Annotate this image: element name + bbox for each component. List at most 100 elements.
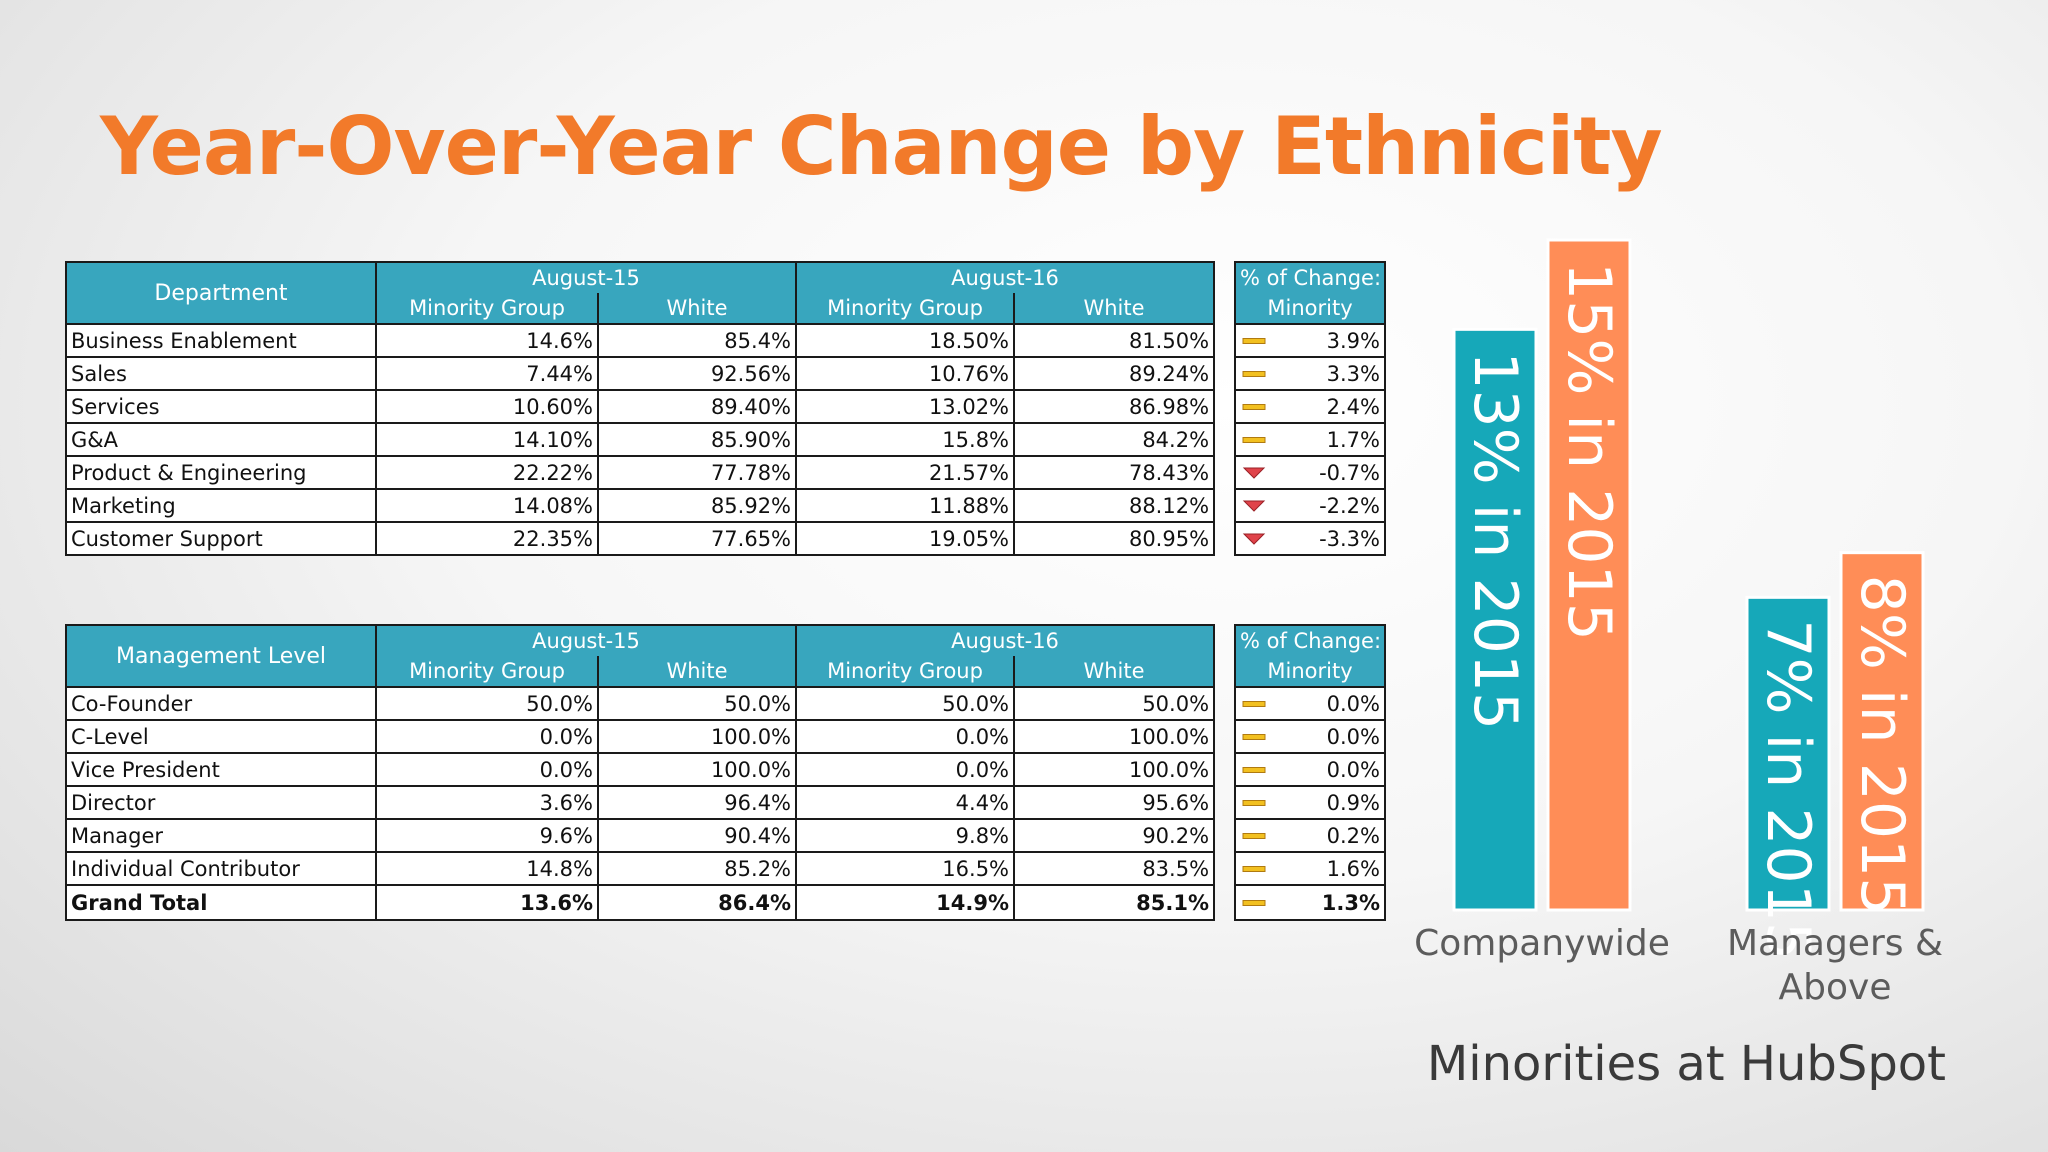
minority-group-header: Minority Group	[795, 656, 1016, 688]
percent-change-cell: 0.9%	[1234, 785, 1386, 820]
minorities-bar-chart: 13% in 2015 15% in 2015 Companywide 7% in 2…	[1414, 238, 1943, 1008]
percent-change-value: 0.0%	[1326, 691, 1380, 716]
percent-change-value: 0.0%	[1326, 757, 1380, 782]
department-table: Department August-15 August-16 Minority …	[65, 261, 1216, 556]
percent-change-value: -3.3%	[1319, 526, 1380, 551]
white-2016-cell: 88.12%	[1013, 488, 1216, 523]
minority-2016-cell: 50.0%	[795, 686, 1016, 721]
flat-dash-icon	[1242, 799, 1266, 806]
flat-dash-icon	[1242, 403, 1266, 410]
august-16-header: August-16	[795, 624, 1216, 656]
white-2016-cell: 90.2%	[1013, 818, 1216, 853]
percent-change-cell: 0.0%	[1234, 686, 1386, 721]
change-row: 2.4%	[1234, 389, 1386, 424]
bar-managers-orange	[1839, 551, 1925, 912]
percent-change-subheader: Minority	[1234, 293, 1386, 325]
change-row: 3.9%	[1234, 323, 1386, 358]
white-2016-cell: 86.98%	[1013, 389, 1216, 424]
percent-change-value: 1.6%	[1326, 856, 1380, 881]
flat-dash-icon	[1242, 700, 1266, 707]
white-2016-cell: 80.95%	[1013, 521, 1216, 556]
minority-2016-cell: 18.50%	[795, 323, 1016, 358]
white-2015-cell: 92.56%	[596, 356, 798, 391]
minority-2015-cell: 3.6%	[375, 785, 599, 820]
percent-change-cell: 1.7%	[1234, 422, 1386, 457]
bar-data-label: 7% in 2015	[1753, 619, 1823, 960]
minority-2016-cell: 19.05%	[795, 521, 1016, 556]
white-2016-cell: 83.5%	[1013, 851, 1216, 886]
management-table: Management Level August-15 August-16 Min…	[65, 624, 1216, 921]
minority-2015-cell: 10.60%	[375, 389, 599, 424]
white-2015-cell: 89.40%	[596, 389, 798, 424]
minority-2016-cell: 0.0%	[795, 752, 1016, 787]
change-row: 1.7%	[1234, 422, 1386, 457]
chart-title: Minorities at HubSpot	[1426, 1036, 1946, 1092]
white-2016-cell: 78.43%	[1013, 455, 1216, 490]
flat-dash-icon	[1242, 899, 1266, 906]
minority-group-header: Minority Group	[375, 293, 599, 325]
flat-dash-icon	[1242, 337, 1266, 344]
change-row: 0.0%	[1234, 752, 1386, 787]
table-row: Product & Engineering 22.22% 77.78% 21.57% 7…	[65, 455, 1216, 490]
flat-dash-icon	[1242, 370, 1266, 377]
percent-change-cell: 1.3%	[1234, 884, 1386, 921]
bar-managers-teal	[1745, 595, 1831, 912]
white-2016-cell: 95.6%	[1013, 785, 1216, 820]
minority-2015-cell: 22.35%	[375, 521, 599, 556]
minority-2015-cell: 14.8%	[375, 851, 599, 886]
page-title: Year-Over-Year Change by Ethnicity	[100, 100, 1663, 193]
percent-change-header: % of Change:	[1234, 624, 1386, 656]
white-2015-cell: 86.4%	[596, 884, 798, 921]
change-row: -0.7%	[1234, 455, 1386, 490]
minority-2016-cell: 16.5%	[795, 851, 1016, 886]
minority-2015-cell: 13.6%	[375, 884, 599, 921]
percent-change-value: 2.4%	[1326, 394, 1380, 419]
august-15-header: August-15	[374, 624, 798, 656]
table-row: Business Enablement 14.6% 85.4% 18.50% 81.50…	[65, 323, 1216, 358]
white-2015-cell: 85.90%	[596, 422, 798, 457]
percent-change-cell: -2.2%	[1234, 488, 1386, 523]
august-16-header: August-16	[795, 261, 1216, 293]
down-arrow-icon	[1242, 467, 1266, 479]
minority-2016-cell: 21.57%	[795, 455, 1016, 490]
percent-change-header: % of Change:	[1234, 261, 1386, 293]
percent-change-cell: 0.0%	[1234, 719, 1386, 754]
department-header: Department	[65, 261, 377, 325]
percent-change-cell: 0.0%	[1234, 752, 1386, 787]
table-row: Services 10.60% 89.40% 13.02% 86.98%	[65, 389, 1216, 424]
change-row: 3.3%	[1234, 356, 1386, 391]
percent-change-cell: 3.3%	[1234, 356, 1386, 391]
august-15-header: August-15	[374, 261, 798, 293]
white-header: White	[1013, 656, 1216, 688]
row-label: C-Level	[65, 719, 377, 754]
change-row: -2.2%	[1234, 488, 1386, 523]
bar-data-label: 15% in 2015	[1554, 262, 1624, 641]
minority-2015-cell: 9.6%	[375, 818, 599, 853]
white-2016-cell: 100.0%	[1013, 752, 1216, 787]
change-row: 0.9%	[1234, 785, 1386, 820]
percent-change-cell: -0.7%	[1234, 455, 1386, 490]
grand-total-row: Grand Total 13.6% 86.4% 14.9% 85.1%	[65, 884, 1216, 921]
minority-2016-cell: 10.76%	[795, 356, 1016, 391]
management-change-table: % of Change: Minority 0.0% 0.0% 0.0% 0.9% 0.…	[1234, 624, 1386, 921]
table-row: Co-Founder 50.0% 50.0% 50.0% 50.0%	[65, 686, 1216, 721]
management-level-header: Management Level	[65, 624, 377, 688]
row-label: Product & Engineering	[65, 455, 377, 490]
minority-2016-cell: 11.88%	[795, 488, 1016, 523]
change-row: -3.3%	[1234, 521, 1386, 556]
minority-2016-cell: 14.9%	[795, 884, 1016, 921]
row-label: Services	[65, 389, 377, 424]
white-2016-cell: 89.24%	[1013, 356, 1216, 391]
percent-change-value: 1.3%	[1321, 890, 1380, 915]
change-row: 1.6%	[1234, 851, 1386, 886]
percent-change-value: -2.2%	[1319, 493, 1380, 518]
white-2015-cell: 50.0%	[596, 686, 798, 721]
percent-change-subheader: Minority	[1234, 656, 1386, 688]
minority-2016-cell: 9.8%	[795, 818, 1016, 853]
bar-data-label: 8% in 2015	[1847, 575, 1917, 916]
minority-group-header: Minority Group	[795, 293, 1016, 325]
table-row: Vice President 0.0% 100.0% 0.0% 100.0%	[65, 752, 1216, 787]
minority-2015-cell: 0.0%	[375, 752, 599, 787]
table-row: Director 3.6% 96.4% 4.4% 95.6%	[65, 785, 1216, 820]
percent-change-value: -0.7%	[1319, 460, 1380, 485]
